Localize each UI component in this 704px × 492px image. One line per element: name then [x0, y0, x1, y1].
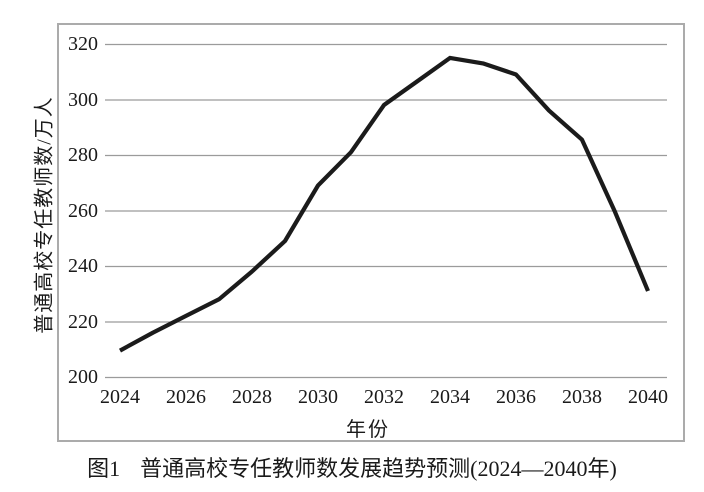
y-tick-label-260: 260 [68, 199, 98, 222]
line-chart-plot [105, 43, 667, 379]
y-tick-label-280: 280 [68, 144, 98, 166]
x-tick-label-2024: 2024 [100, 386, 140, 408]
trend-line [118, 55, 650, 353]
x-tick-label-2032: 2032 [364, 386, 404, 408]
x-axis-title: 年份 [346, 419, 390, 441]
gridlines [105, 43, 667, 379]
y-tick-label-320: 320 [68, 33, 98, 55]
chart-frame [57, 23, 685, 442]
x-tick-label-2028: 2028 [232, 386, 272, 408]
x-tick-label-2038: 2038 [562, 386, 602, 408]
y-tick-label-240: 240 [68, 255, 98, 277]
y-tick-label-300: 300 [68, 88, 98, 111]
y-tick-label-220: 220 [68, 310, 98, 333]
x-tick-label-2040: 2040 [628, 386, 668, 408]
x-tick-label-2030: 2030 [298, 386, 338, 408]
caption-label: 图1 [87, 456, 121, 481]
x-tick-label-2026: 2026 [166, 386, 206, 408]
caption-text: 普通高校专任教师数发展趋势预测(2024—2040年) [140, 456, 617, 481]
figure-caption: 图1 普通高校专任教师数发展趋势预测(2024—2040年) [0, 451, 704, 483]
x-tick-label-2036: 2036 [496, 386, 536, 408]
y-axis-title: 普通高校专任教师数/万人 [33, 96, 56, 334]
x-tick-label-2034: 2034 [430, 386, 470, 408]
y-tick-label-200: 200 [68, 366, 98, 388]
